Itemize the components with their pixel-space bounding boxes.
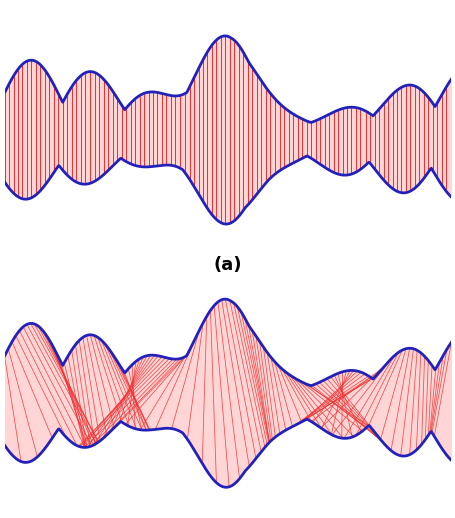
- Text: (a): (a): [213, 256, 242, 274]
